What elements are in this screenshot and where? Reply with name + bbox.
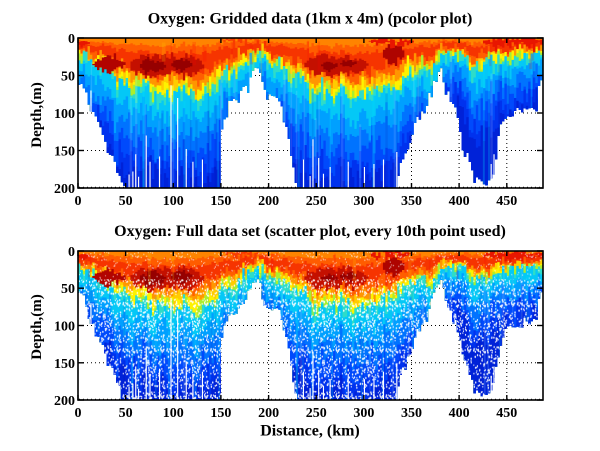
svg-text:350: 350 <box>401 406 422 421</box>
svg-text:350: 350 <box>401 194 422 209</box>
svg-text:50: 50 <box>61 282 75 297</box>
svg-text:50: 50 <box>119 406 133 421</box>
svg-text:150: 150 <box>210 194 231 209</box>
svg-text:Depth,(m): Depth,(m) <box>29 82 45 147</box>
svg-text:50: 50 <box>61 70 75 85</box>
svg-text:Distance, (km): Distance, (km) <box>260 423 360 440</box>
svg-text:0: 0 <box>68 32 75 47</box>
svg-text:50: 50 <box>119 194 133 209</box>
svg-text:100: 100 <box>54 107 75 122</box>
svg-text:250: 250 <box>306 194 327 209</box>
svg-text:400: 400 <box>449 406 470 421</box>
svg-text:150: 150 <box>54 145 75 160</box>
svg-text:200: 200 <box>54 394 75 409</box>
svg-text:0: 0 <box>75 406 82 421</box>
svg-text:100: 100 <box>163 194 184 209</box>
svg-text:Oxygen: Full data set (scatter: Oxygen: Full data set (scatter plot, eve… <box>114 223 506 240</box>
svg-text:450: 450 <box>496 194 517 209</box>
svg-text:300: 300 <box>353 194 374 209</box>
svg-text:450: 450 <box>496 406 517 421</box>
svg-text:100: 100 <box>54 320 75 335</box>
svg-text:Oxygen: Gridded data (1km x 4m: Oxygen: Gridded data (1km x 4m) (pcolor … <box>148 11 473 28</box>
svg-text:150: 150 <box>54 357 75 372</box>
svg-text:400: 400 <box>449 194 470 209</box>
svg-text:0: 0 <box>75 194 82 209</box>
svg-text:200: 200 <box>258 406 279 421</box>
svg-text:200: 200 <box>54 182 75 197</box>
svg-text:100: 100 <box>163 406 184 421</box>
svg-text:Depth,(m): Depth,(m) <box>29 294 45 359</box>
svg-text:250: 250 <box>306 406 327 421</box>
svg-text:200: 200 <box>258 194 279 209</box>
svg-text:150: 150 <box>210 406 231 421</box>
svg-text:0: 0 <box>68 245 75 260</box>
svg-text:300: 300 <box>353 406 374 421</box>
